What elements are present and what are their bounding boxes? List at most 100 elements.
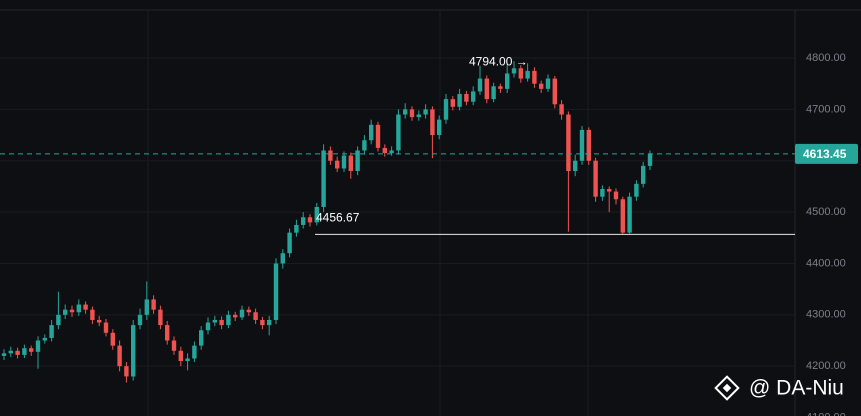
candle-body [573,160,578,172]
candle-body [430,109,435,136]
candle-body [124,366,129,377]
candle-body [579,129,585,161]
candle-body [42,337,47,341]
candle-body [158,309,163,326]
candle-body [239,309,245,318]
candle-body [267,319,272,326]
candle-body [511,68,517,74]
candle-body [341,155,347,169]
candle-body [1,353,7,356]
candle-body [505,73,510,89]
candle-body [627,196,632,233]
candle-body [314,206,319,223]
candle-body [280,253,285,264]
y-tick-label: 4700.00 [806,103,846,115]
candle-body [185,358,190,362]
candle-body [613,191,619,200]
candle-body [532,70,537,84]
candles [1,61,653,383]
candle-body [348,155,353,172]
candle-body [471,91,476,102]
candle-body [287,232,292,254]
candle-body [76,304,81,313]
candle-body [22,348,27,355]
candle-body [199,330,204,346]
candle-body [559,104,564,115]
candle-body [56,314,61,326]
candle-body [103,322,109,333]
candle-body [491,86,496,100]
overlay: 4456.67 4794.00 → 4613.45 [0,54,858,235]
candle-body [566,114,571,172]
candle-body [110,332,115,346]
candle-body [131,325,136,377]
candle-body [144,299,149,315]
candle-body [403,109,408,115]
candle-body [226,314,231,326]
candle-body [171,340,177,351]
candle-body [423,109,428,115]
candle-body [83,304,88,310]
candle-body [137,314,143,326]
last-price-box [795,143,858,164]
candle-body [362,140,367,151]
candle-body [450,99,455,107]
candle-body [63,309,68,315]
candle-body [205,322,211,331]
y-tick-label: 4500.00 [806,206,846,218]
candle-body [117,345,122,367]
candle-body [484,78,489,100]
candle-body [518,68,523,79]
candle-body [97,319,102,323]
candle-body [369,124,374,141]
candle-body [539,83,544,89]
candle-body [586,129,591,161]
candle-body [545,78,551,89]
candle-body [260,319,265,326]
candle-body [498,86,503,89]
candle-body [294,224,299,233]
candle-body [15,350,20,355]
candle-body [477,78,483,92]
candle-body [607,188,612,192]
y-tick-label: 4200.00 [806,360,846,372]
y-tick-label: 4100.00 [806,411,846,416]
candle-body [178,350,183,362]
candle-body [212,319,217,323]
watermark-text: @ DA-Niu [749,377,844,400]
candle-body [301,217,306,225]
candle-body [409,109,415,118]
candle-body [593,160,598,197]
candle-body [165,325,170,341]
candle-body [525,70,530,79]
candle-body [647,153,653,166]
candle-body [416,114,421,118]
candle-body [464,93,469,102]
candle-body [552,78,557,105]
candle-body [35,340,41,352]
candle-body [151,299,156,310]
icon-outer [714,375,740,401]
y-tick-label: 4400.00 [806,257,846,269]
candle-body [49,325,54,338]
candle-body [396,114,401,151]
y-tick-label: 4800.00 [806,52,846,64]
high-label: 4794.00 → [469,54,528,68]
candle-body [246,309,251,313]
candle-body [328,150,333,161]
candle-body [192,345,197,359]
low-label: 4456.67 [316,211,360,225]
candle-body [375,124,381,148]
candle-body [382,147,387,154]
candle-body [90,309,95,320]
candle-body [69,309,75,313]
last-price-label: 4613.45 [803,147,847,161]
candle-body [641,165,646,184]
candle-body [307,217,313,223]
candle-body [335,160,340,169]
candle-body [443,99,449,120]
candle-body [355,150,360,172]
candle-body [29,348,34,352]
candle-body [437,119,442,136]
